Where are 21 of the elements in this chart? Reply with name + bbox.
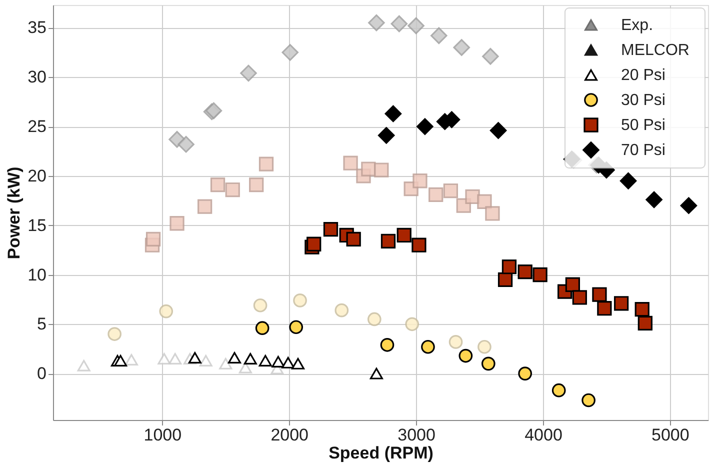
y-axis-title: Power (kW) [4, 166, 24, 260]
x-tick-label: 3000 [398, 426, 436, 444]
y-tick-label: 25 [28, 117, 46, 136]
x-tick-label: 4000 [524, 426, 562, 444]
y-tick-label: 0 [37, 364, 46, 384]
legend-label: Exp. [621, 17, 654, 34]
x-tick-label: 2000 [270, 426, 309, 444]
legend-label: 70 Psi [621, 142, 666, 159]
legend-label: 30 Psi [621, 92, 666, 109]
legend-label: MELCOR [621, 42, 690, 59]
y-tick-label: 10 [28, 265, 46, 284]
y-tick-label: 5 [37, 314, 46, 334]
y-tick-label: 30 [28, 68, 46, 87]
x-axis-title: Speed (RPM) [328, 444, 434, 462]
y-tick-label: 20 [28, 166, 46, 186]
y-tick-label: 35 [28, 18, 46, 38]
x-tick-label: 5000 [652, 426, 690, 444]
x-tick-label: 1000 [144, 426, 182, 444]
legend-label: 50 Psi [621, 117, 666, 134]
y-tick-label: 15 [28, 216, 46, 235]
legend-label: 20 Psi [621, 67, 666, 84]
